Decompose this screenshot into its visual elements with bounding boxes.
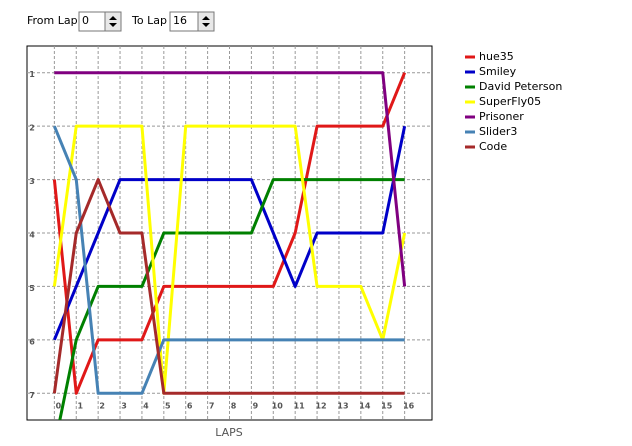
x-tick-label: 9 bbox=[253, 402, 259, 411]
x-tick-label: 14 bbox=[359, 402, 371, 411]
series-line bbox=[54, 71, 407, 287]
plot-lines bbox=[52, 71, 407, 420]
y-tick-label: 3 bbox=[29, 177, 35, 186]
legend-label: Prisoner bbox=[479, 110, 524, 123]
x-tick-label: 15 bbox=[381, 402, 393, 411]
x-tick-label: 2 bbox=[99, 402, 105, 411]
series-line bbox=[52, 125, 405, 395]
series-line bbox=[52, 125, 407, 341]
x-tick-label: 11 bbox=[294, 402, 306, 411]
x-tick-label: 12 bbox=[315, 402, 326, 411]
series-line bbox=[52, 124, 407, 395]
to-spinner[interactable] bbox=[197, 11, 215, 32]
y-tick-label: 4 bbox=[29, 231, 35, 240]
y-tick-label: 1 bbox=[29, 70, 35, 79]
spinner-arrows bbox=[109, 16, 117, 27]
x-tick-label: 13 bbox=[337, 402, 348, 411]
x-tick-label: 8 bbox=[231, 402, 237, 411]
x-tick-label: 10 bbox=[272, 402, 284, 411]
x-tick-label: 1 bbox=[77, 402, 83, 411]
legend-label: David Peterson bbox=[479, 80, 562, 93]
x-tick-label: 7 bbox=[209, 402, 215, 411]
spinner-arrows bbox=[202, 16, 210, 27]
x-tick-label: 16 bbox=[403, 402, 415, 411]
x-tick-label: 5 bbox=[165, 402, 171, 411]
legend-label: SuperFly05 bbox=[479, 95, 541, 108]
x-tick-label: 4 bbox=[143, 402, 149, 411]
y-tick-label: 5 bbox=[29, 284, 35, 293]
to-value[interactable]: 16 bbox=[173, 14, 187, 27]
series-line bbox=[52, 178, 405, 395]
y-tick-label: 7 bbox=[29, 391, 35, 400]
series-line bbox=[58, 178, 405, 420]
x-tick-label: 6 bbox=[187, 402, 193, 411]
from-label: From Lap bbox=[27, 14, 78, 27]
legend-label: Code bbox=[479, 140, 507, 153]
legend-label: Smiley bbox=[479, 65, 517, 78]
legend-label: Slider3 bbox=[479, 125, 517, 138]
y-tick-label: 2 bbox=[29, 124, 35, 133]
legend-label: hue35 bbox=[479, 50, 514, 63]
y-tick-label: 6 bbox=[29, 337, 35, 346]
series-line bbox=[52, 72, 407, 395]
from-value[interactable]: 0 bbox=[82, 14, 89, 27]
from-spinner[interactable] bbox=[104, 11, 122, 32]
to-label: To Lap bbox=[131, 14, 167, 27]
x-tick-label: 0 bbox=[56, 402, 62, 411]
x-tick-label: 3 bbox=[121, 402, 127, 411]
x-axis-label: LAPS bbox=[215, 426, 243, 439]
